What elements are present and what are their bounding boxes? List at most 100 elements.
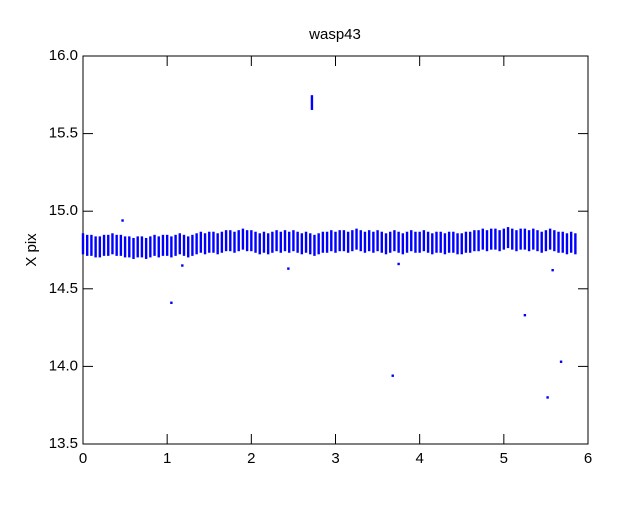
y-tick-label: 14.5 bbox=[49, 280, 78, 297]
error-bar bbox=[187, 236, 190, 258]
y-axis-label: X pix bbox=[23, 233, 40, 267]
error-bar bbox=[237, 230, 240, 252]
error-bar bbox=[511, 228, 514, 250]
error-bar bbox=[359, 230, 362, 252]
error-bar bbox=[405, 231, 409, 253]
error-bar bbox=[410, 230, 413, 252]
error-bar bbox=[334, 231, 337, 253]
error-bar bbox=[452, 231, 455, 253]
x-tick-label: 1 bbox=[163, 450, 171, 467]
error-bar bbox=[296, 231, 299, 253]
error-bar bbox=[181, 264, 184, 267]
error-bar bbox=[174, 234, 177, 256]
x-tick-label: 5 bbox=[500, 450, 508, 467]
error-bar bbox=[132, 237, 135, 259]
error-bar bbox=[98, 236, 102, 258]
error-bar bbox=[144, 237, 148, 259]
error-bar bbox=[519, 228, 522, 250]
error-bar bbox=[380, 231, 383, 253]
error-bar bbox=[485, 230, 489, 252]
error-bar bbox=[574, 233, 577, 255]
error-bar bbox=[81, 233, 85, 255]
error-bar bbox=[456, 233, 459, 255]
error-bar bbox=[414, 231, 417, 253]
error-bar bbox=[523, 228, 527, 250]
error-bar bbox=[309, 233, 312, 255]
error-bar bbox=[551, 268, 554, 272]
y-tick-label: 16.0 bbox=[49, 47, 78, 64]
error-bar bbox=[490, 228, 493, 250]
x-tick-label: 6 bbox=[584, 450, 592, 467]
error-bar bbox=[102, 234, 106, 256]
error-bar bbox=[165, 234, 169, 256]
x-tick-label: 3 bbox=[331, 450, 339, 467]
error-bar bbox=[464, 231, 468, 253]
error-bar bbox=[170, 301, 173, 304]
error-bar bbox=[119, 234, 123, 256]
error-bar bbox=[557, 231, 560, 253]
error-bar bbox=[397, 262, 400, 266]
error-bar bbox=[203, 233, 207, 255]
error-bar bbox=[313, 234, 316, 256]
error-bar bbox=[523, 313, 527, 317]
error-bar bbox=[565, 233, 569, 255]
error-bar bbox=[532, 228, 535, 250]
error-bar bbox=[136, 236, 139, 258]
error-bar bbox=[250, 230, 253, 252]
error-bar bbox=[391, 374, 394, 377]
error-bar bbox=[342, 230, 346, 252]
y-tick-label: 13.5 bbox=[49, 435, 78, 452]
error-bar bbox=[393, 230, 396, 252]
error-bar bbox=[546, 396, 549, 399]
error-bar bbox=[536, 230, 539, 252]
error-bar bbox=[569, 231, 573, 253]
x-tick-label: 2 bbox=[247, 450, 255, 467]
error-bar bbox=[338, 230, 341, 252]
error-bar bbox=[330, 230, 333, 252]
error-bar bbox=[443, 233, 447, 255]
error-bar bbox=[346, 231, 350, 253]
error-bar bbox=[220, 231, 224, 253]
error-bar bbox=[527, 230, 531, 252]
error-bar bbox=[384, 233, 388, 255]
error-bar bbox=[389, 231, 392, 253]
error-bar bbox=[498, 230, 501, 252]
error-bar bbox=[271, 231, 274, 253]
error-bar bbox=[258, 233, 261, 255]
error-bar bbox=[121, 219, 124, 222]
error-bar bbox=[94, 236, 97, 258]
error-bar bbox=[266, 233, 270, 255]
y-tick-label: 14.0 bbox=[49, 357, 78, 374]
error-bar bbox=[262, 231, 266, 253]
error-bar bbox=[363, 231, 367, 253]
error-bar bbox=[422, 230, 426, 252]
error-bar bbox=[111, 233, 114, 255]
error-bar bbox=[300, 233, 304, 255]
error-bar bbox=[321, 231, 325, 253]
error-bar bbox=[468, 231, 472, 253]
error-bar bbox=[208, 231, 211, 253]
error-bar bbox=[107, 234, 110, 256]
error-bar bbox=[544, 230, 548, 252]
error-bar bbox=[351, 230, 354, 252]
error-bar bbox=[275, 230, 278, 252]
error-bar bbox=[288, 231, 291, 253]
error-bar bbox=[502, 228, 506, 250]
error-bar bbox=[515, 230, 518, 252]
error-bar bbox=[418, 231, 421, 253]
error-bar bbox=[431, 233, 434, 255]
error-bar bbox=[229, 230, 232, 252]
error-bar bbox=[304, 231, 308, 253]
error-bar bbox=[310, 95, 314, 110]
error-bar bbox=[355, 228, 358, 250]
error-bar bbox=[191, 234, 194, 256]
error-bar bbox=[376, 230, 379, 252]
error-bar bbox=[372, 231, 375, 253]
x-tick-label: 4 bbox=[415, 450, 423, 467]
error-bar bbox=[279, 231, 282, 253]
error-bar bbox=[182, 234, 186, 256]
error-bar bbox=[245, 230, 249, 252]
x-tick-label: 0 bbox=[79, 450, 87, 467]
